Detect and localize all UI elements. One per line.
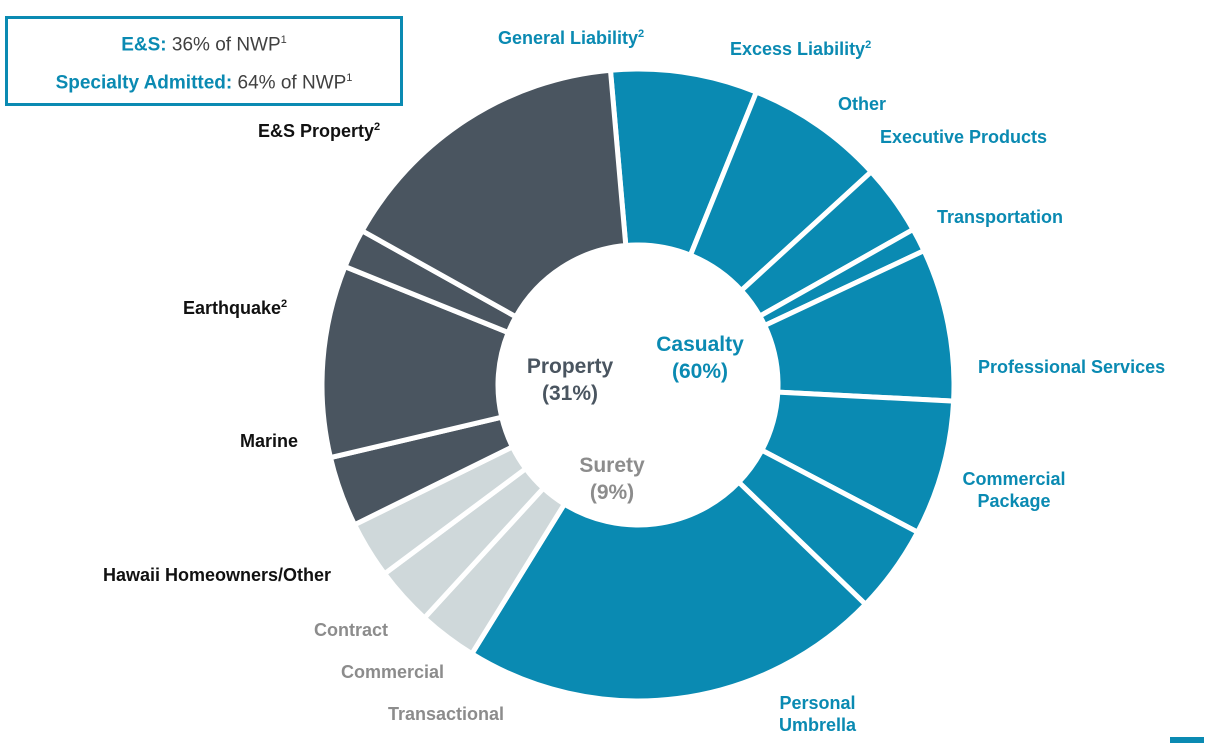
- specialty-admitted-footnote: 1: [346, 72, 353, 84]
- label-professional-services: Professional Services: [978, 357, 1166, 377]
- label-general-liability: General Liability2: [498, 28, 645, 48]
- slice-e-s-property: [358, 67, 629, 321]
- es-footnote: 1: [280, 34, 287, 46]
- center-label-property: Property (31%): [508, 353, 632, 407]
- surety-percent: (9%): [589, 481, 635, 504]
- slice-personal-umbrella: [468, 478, 870, 704]
- accent-bar: [1170, 737, 1204, 743]
- label-executive-products: Executive Products: [880, 127, 1048, 147]
- specialty-admitted-summary-line: Specialty Admitted: 64% of NWP1: [8, 72, 400, 94]
- property-percent: (31%): [541, 382, 599, 405]
- es-label: E&S:: [121, 34, 167, 56]
- label-hawaii-homeowners-other: Hawaii Homeowners/Other: [103, 565, 332, 585]
- center-label-casualty: Casualty (60%): [640, 331, 760, 385]
- label-excess-liability: Excess Liability2: [730, 39, 872, 59]
- label-contract: Contract: [314, 620, 389, 640]
- label-es-property: E&S Property2: [258, 121, 381, 141]
- label-commercial: Commercial: [341, 662, 445, 682]
- specialty-admitted-label: Specialty Admitted:: [55, 72, 233, 94]
- label-transactional: Transactional: [388, 704, 505, 724]
- label-commercial-package: Commercial Package: [962, 469, 1066, 511]
- specialty-admitted-value: 64% of NWP: [237, 72, 347, 94]
- label-transportation: Transportation: [937, 207, 1064, 227]
- label-other: Other: [838, 94, 887, 114]
- center-label-surety: Surety (9%): [552, 452, 672, 506]
- casualty-name: Casualty: [656, 333, 744, 356]
- label-marine: Marine: [240, 431, 299, 451]
- es-value: 36% of NWP: [171, 34, 281, 56]
- surety-name: Surety: [579, 454, 645, 477]
- nwp-summary-box: E&S: 36% of NWP1 Specialty Admitted: 64%…: [5, 16, 403, 106]
- label-earthquake: Earthquake2: [183, 298, 288, 318]
- casualty-percent: (60%): [671, 360, 729, 383]
- label-personal-umbrella: Personal Umbrella: [778, 693, 857, 735]
- es-summary-line: E&S: 36% of NWP1: [8, 34, 400, 56]
- property-name: Property: [526, 355, 614, 378]
